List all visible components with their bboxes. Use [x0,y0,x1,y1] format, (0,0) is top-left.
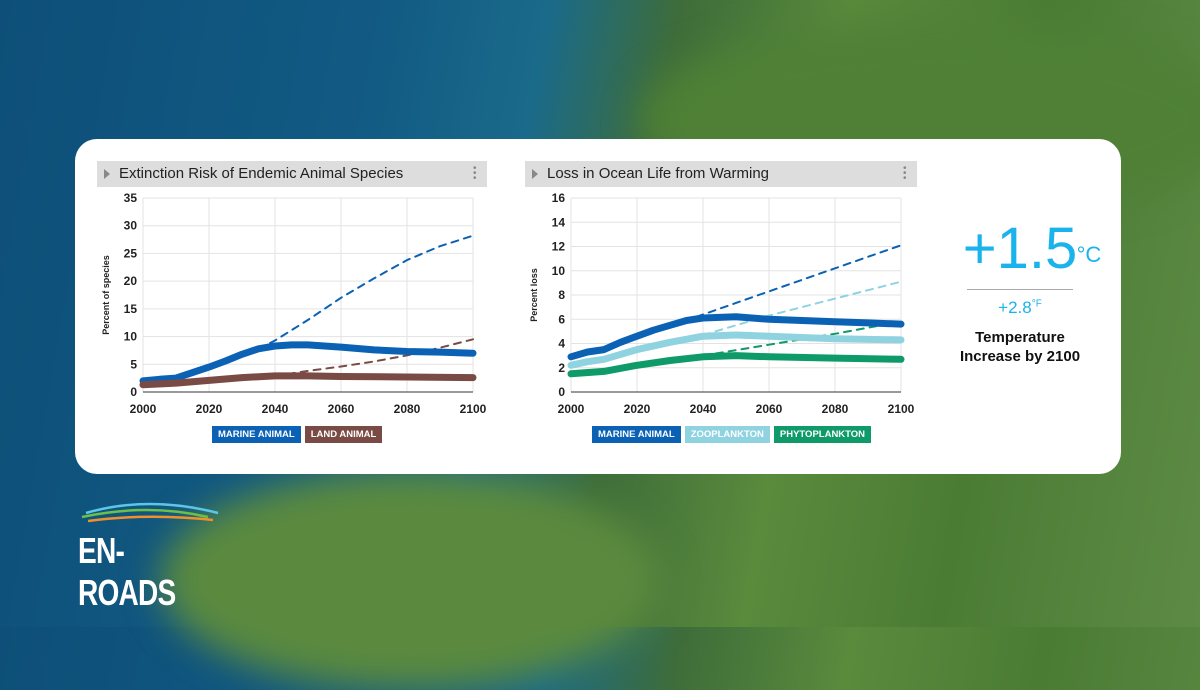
legend-item-marine-animal[interactable]: MARINE ANIMAL [212,426,301,443]
series-line-land-animal-solid [139,372,477,389]
extinction-chart: 2000 2020 2040 2060 2080 2100 0 5 10 15 20 25 30 35 Pe… [101,191,487,416]
series-line-marine-animal-solid [139,341,477,385]
panel-title: Extinction Risk of Endemic Animal Specie… [119,165,404,182]
x-tick-label: 2080 [822,402,849,416]
x-tick-label: 2100 [460,402,487,416]
x-tick-label: 2000 [558,402,585,416]
panel-header[interactable]: Loss in Ocean Life from Warming • • • [525,161,917,187]
chart-legend: MARINE ANIMAL LAND ANIMAL [212,426,383,443]
temperature-celsius: +1.5 °C [962,216,1102,281]
y-tick-label: 12 [552,240,566,254]
x-tick-label: 2060 [756,402,783,416]
x-tick-label: 2020 [196,402,223,416]
series-line-land-animal-dashed [274,338,474,377]
temperature-label: Temperature Increase by 2100 [959,329,1081,365]
y-tick-label: 10 [552,264,566,278]
results-card: Extinction Risk of Endemic Animal Specie… [75,139,1121,474]
expand-triangle-icon[interactable] [532,169,538,179]
legend-item-zooplankton[interactable]: ZOOPLANKTON [684,426,770,443]
more-options-icon[interactable]: • • • [903,163,907,184]
y-tick-label: 20 [124,274,138,288]
y-tick-label: 8 [558,288,565,302]
panel-title: Loss in Ocean Life from Warming [547,165,770,182]
temperature-readout: +1.5 °C +2.8°F Temperature Increase by 21… [945,216,1102,366]
x-tick-label: 2060 [328,402,355,416]
y-tick-label: 6 [558,312,565,326]
panel-header[interactable]: Extinction Risk of Endemic Animal Specie… [97,161,487,187]
chart-legend: MARINE ANIMAL ZOOPLANKTON PHYTOPLANKTON [592,426,872,443]
series-line-marine-animal-dashed [695,244,902,318]
en-roads-logo: EN-ROADS [78,495,228,614]
temperature-fahrenheit: +2.8°F [945,298,1095,318]
celsius-value: +1.5 [962,216,1078,281]
legend-item-land-animal[interactable]: LAND ANIMAL [304,426,383,443]
y-tick-label: 25 [124,246,138,260]
y-tick-label: 10 [124,330,138,344]
x-tick-label: 2020 [624,402,651,416]
more-options-icon[interactable]: • • • [473,163,477,184]
series-line-marine-animal-dashed [257,234,474,350]
y-tick-label: 16 [552,191,566,205]
series-line-zooplankton-solid [567,331,905,369]
series-line-marine-animal-solid [567,313,905,361]
logo-swoosh-icon [81,502,219,523]
celsius-unit: °C [1076,242,1102,267]
series-line-zooplankton-dashed [702,280,902,336]
x-tick-label: 2040 [262,402,289,416]
y-axis-label: Percent of species [101,255,111,335]
series-line-phytoplankton-solid [567,352,905,378]
y-tick-label: 30 [124,219,138,233]
logo-text: EN-ROADS [78,530,176,613]
expand-triangle-icon[interactable] [104,169,110,179]
y-tick-label: 5 [130,357,137,371]
legend-item-phytoplankton[interactable]: PHYTOPLANKTON [773,426,872,443]
y-tick-label: 0 [130,385,137,399]
y-tick-label: 15 [124,302,138,316]
x-tick-label: 2080 [394,402,421,416]
x-tick-label: 2000 [130,402,157,416]
fahrenheit-unit: °F [1031,298,1042,310]
y-axis-label: Percent loss [529,268,539,322]
y-tick-label: 35 [124,191,138,205]
y-tick-label: 4 [558,337,565,351]
series-line-phytoplankton-dashed [702,320,902,357]
y-tick-label: 2 [558,361,565,375]
y-tick-label: 0 [558,385,565,399]
ocean-loss-chart: 2000 2020 2040 2060 2080 2100 0 2 4 6 8 10 12 14 16 Per… [529,191,915,416]
legend-item-marine-animal[interactable]: MARINE ANIMAL [592,426,681,443]
x-tick-label: 2040 [690,402,717,416]
fahrenheit-value: +2.8 [998,298,1032,317]
x-tick-label: 2100 [888,402,915,416]
divider [967,289,1073,290]
y-tick-label: 14 [552,215,566,229]
